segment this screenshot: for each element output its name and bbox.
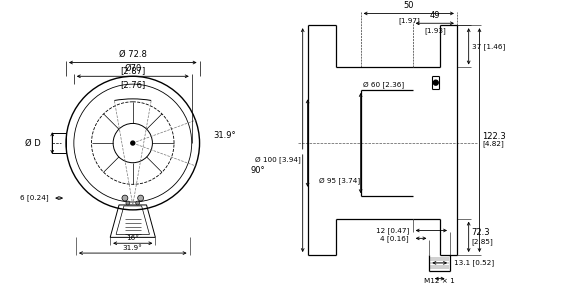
Text: [1.93]: [1.93]	[424, 27, 445, 34]
Circle shape	[136, 201, 140, 205]
Bar	[52, 133, 66, 153]
Text: 50: 50	[404, 1, 414, 11]
Text: Ø 95 [3.74]: Ø 95 [3.74]	[319, 177, 360, 184]
Text: M12 × 1: M12 × 1	[424, 277, 455, 284]
Text: 4 [0.16]: 4 [0.16]	[380, 235, 409, 242]
Circle shape	[138, 195, 143, 201]
Text: 37 [1.46]: 37 [1.46]	[472, 43, 505, 50]
Circle shape	[126, 201, 130, 205]
Circle shape	[131, 141, 135, 145]
Text: 31.9°: 31.9°	[123, 245, 143, 251]
Text: Ø 60 [2.36]: Ø 60 [2.36]	[363, 81, 404, 87]
Text: [4.82]: [4.82]	[482, 141, 504, 147]
Circle shape	[433, 80, 438, 85]
Text: Ø D: Ø D	[25, 139, 41, 148]
Text: [2.85]: [2.85]	[472, 238, 493, 245]
Circle shape	[122, 195, 128, 201]
Text: 31.9°: 31.9°	[214, 131, 236, 140]
Text: 72.3: 72.3	[472, 228, 490, 237]
Text: Ø 100 [3.94]: Ø 100 [3.94]	[255, 156, 301, 163]
Text: Ø 72.8: Ø 72.8	[119, 50, 147, 59]
Text: [2.87]: [2.87]	[120, 66, 146, 76]
Text: 13.1 [0.52]: 13.1 [0.52]	[454, 260, 494, 266]
Text: [1.97]: [1.97]	[398, 17, 420, 24]
Text: [2.76]: [2.76]	[120, 80, 146, 89]
Text: 90°: 90°	[251, 166, 266, 175]
Text: 12 [0.47]: 12 [0.47]	[376, 227, 409, 234]
Text: Ø70: Ø70	[124, 63, 142, 72]
Text: 6 [0.24]: 6 [0.24]	[19, 195, 49, 201]
Text: 122.3: 122.3	[482, 132, 506, 141]
Text: 49: 49	[429, 11, 440, 20]
Text: 16°: 16°	[126, 235, 139, 241]
